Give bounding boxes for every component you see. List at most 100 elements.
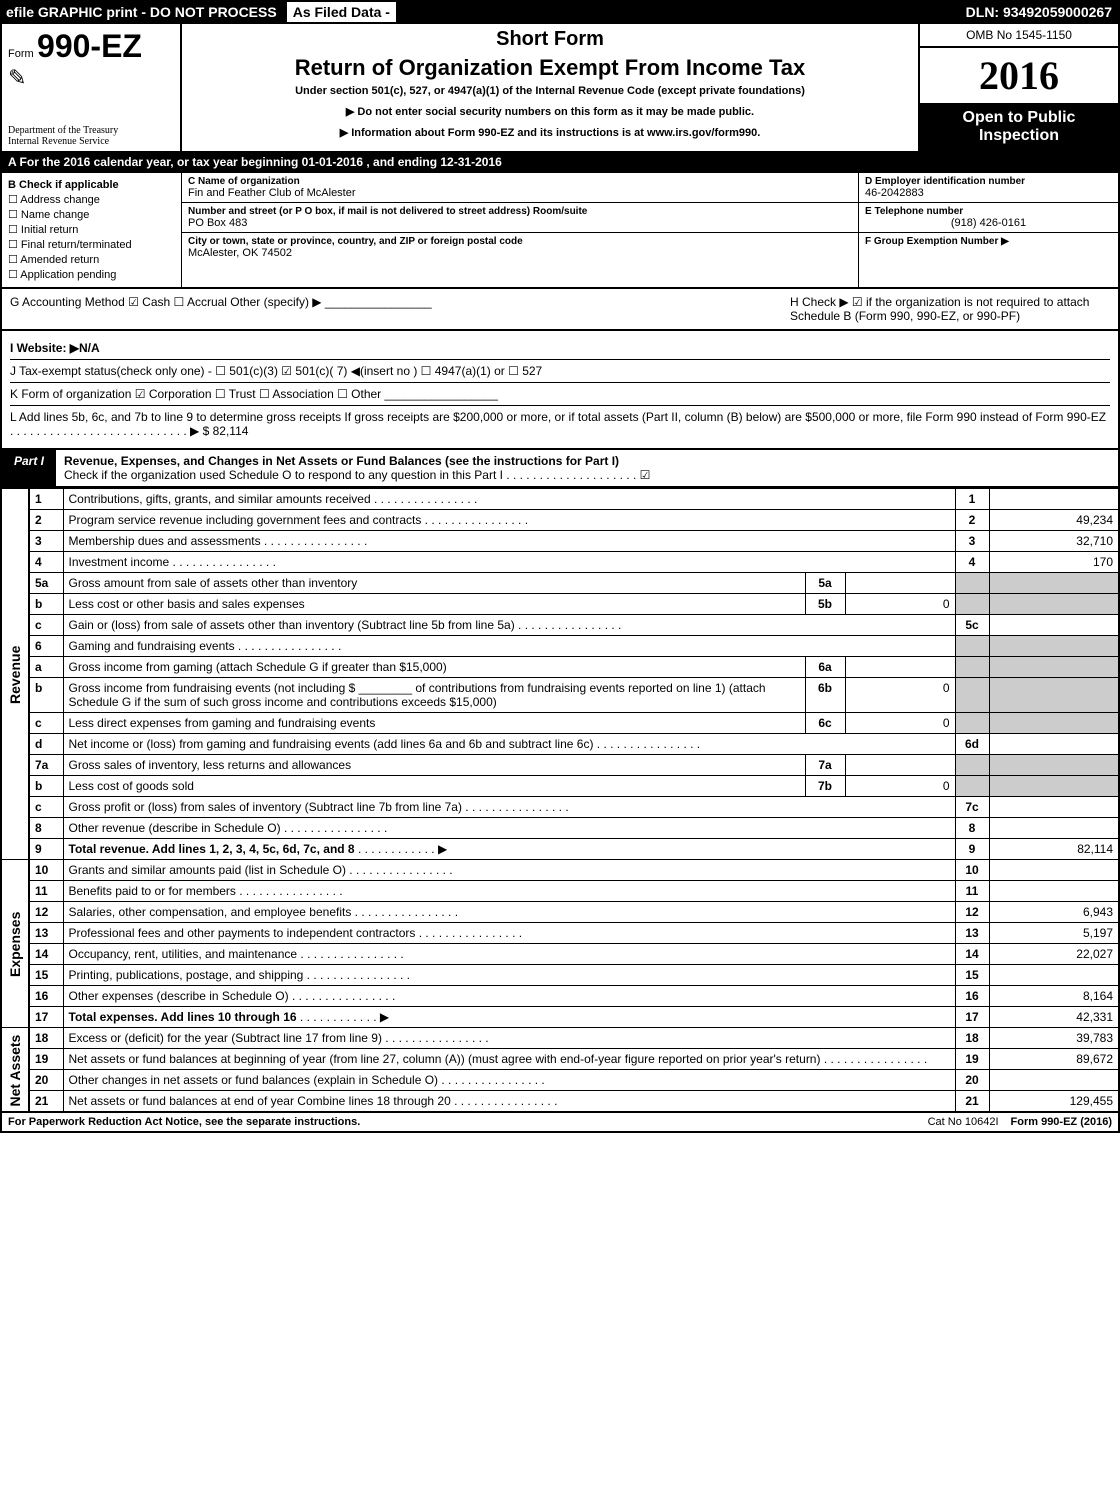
line-val	[989, 1070, 1119, 1091]
line-subval	[845, 755, 955, 776]
line-box: 19	[955, 1049, 989, 1070]
line-box	[955, 713, 989, 734]
b-item[interactable]: ☐ Name change	[8, 208, 175, 221]
org-name-cell: C Name of organization Fin and Feather C…	[182, 173, 858, 203]
line-subval: 0	[845, 678, 955, 713]
line-box: 13	[955, 923, 989, 944]
line-i-text: I Website: ▶N/A	[10, 341, 100, 355]
open-public: Open to Public Inspection	[920, 103, 1118, 151]
line-val	[989, 657, 1119, 678]
header-right: OMB No 1545-1150 2016 Open to Public Ins…	[918, 24, 1118, 151]
tel-val: (918) 426-0161	[865, 217, 1112, 229]
line-box: 18	[955, 1028, 989, 1049]
tel-lbl: E Telephone number	[865, 206, 1112, 217]
line-box: 6d	[955, 734, 989, 755]
b-item[interactable]: ☐ Final return/terminated	[8, 238, 175, 251]
treasury: Department of the Treasury Internal Reve…	[8, 125, 118, 147]
line-desc: Net assets or fund balances at end of ye…	[63, 1091, 955, 1113]
line-sub: 5b	[805, 594, 845, 615]
form-prefix: Form	[8, 48, 34, 60]
part1-title-text: Revenue, Expenses, and Changes in Net As…	[64, 454, 619, 468]
org-name-val: Fin and Feather Club of McAlester	[188, 187, 852, 199]
line-val: 129,455	[989, 1091, 1119, 1113]
open-2: Inspection	[922, 127, 1116, 145]
city-cell: City or town, state or province, country…	[182, 233, 858, 262]
b-item[interactable]: ☐ Address change	[8, 193, 175, 206]
line-desc: Total expenses. Add lines 10 through 16 …	[63, 1007, 955, 1028]
line-val: 39,783	[989, 1028, 1119, 1049]
line-desc: Gross amount from sale of assets other t…	[63, 573, 805, 594]
footer: For Paperwork Reduction Act Notice, see …	[0, 1113, 1120, 1133]
line-num: a	[29, 657, 63, 678]
line-box: 10	[955, 860, 989, 881]
line-num: 20	[29, 1070, 63, 1091]
short-form: Short Form	[190, 28, 910, 51]
b-item[interactable]: ☐ Initial return	[8, 223, 175, 236]
col-b-title: B Check if applicable	[8, 179, 175, 191]
line-box: 20	[955, 1070, 989, 1091]
line-desc: Investment income . . . . . . . . . . . …	[63, 552, 955, 573]
line-val: 49,234	[989, 510, 1119, 531]
line-desc: Gross income from fundraising events (no…	[63, 678, 805, 713]
line-desc: Gross income from gaming (attach Schedul…	[63, 657, 805, 678]
line-j: J Tax-exempt status(check only one) - ☐ …	[10, 359, 1110, 378]
line-desc: Gross profit or (loss) from sales of inv…	[63, 797, 955, 818]
instr-2-text: ▶ Information about Form 990-EZ and its …	[340, 127, 761, 139]
line-desc: Occupancy, rent, utilities, and maintena…	[63, 944, 955, 965]
return-title: Return of Organization Exempt From Incom…	[190, 55, 910, 81]
line-num: 17	[29, 1007, 63, 1028]
footer-mid: Cat No 10642I	[922, 1113, 1005, 1131]
part1-tag: Part I	[2, 450, 56, 486]
line-box	[955, 636, 989, 657]
line-box	[955, 657, 989, 678]
tel-cell: E Telephone number (918) 426-0161	[859, 203, 1118, 233]
line-val	[989, 713, 1119, 734]
line-num: 8	[29, 818, 63, 839]
line-num: b	[29, 678, 63, 713]
col-b: B Check if applicable ☐ Address change ☐…	[2, 173, 182, 287]
line-box: 9	[955, 839, 989, 860]
line-val	[989, 678, 1119, 713]
line-sub: 6b	[805, 678, 845, 713]
line-num: 21	[29, 1091, 63, 1113]
line-val	[989, 489, 1119, 510]
line-desc: Gross sales of inventory, less returns a…	[63, 755, 805, 776]
line-desc: Benefits paid to or for members . . . . …	[63, 881, 955, 902]
line-desc: Grants and similar amounts paid (list in…	[63, 860, 955, 881]
line-num: 5a	[29, 573, 63, 594]
line-num: 4	[29, 552, 63, 573]
line-box: 2	[955, 510, 989, 531]
line-box: 5c	[955, 615, 989, 636]
line-sub: 6c	[805, 713, 845, 734]
line-val: 32,710	[989, 531, 1119, 552]
line-val: 8,164	[989, 986, 1119, 1007]
subtitle: Under section 501(c), 527, or 4947(a)(1)…	[190, 85, 910, 97]
line-desc: Less direct expenses from gaming and fun…	[63, 713, 805, 734]
dln-label: DLN: 93492059000267	[958, 4, 1120, 20]
section-vlabel: Revenue	[1, 489, 29, 860]
line-num: 3	[29, 531, 63, 552]
ein-cell: D Employer identification number 46-2042…	[859, 173, 1118, 203]
line-k: K Form of organization ☑ Corporation ☐ T…	[10, 382, 1110, 401]
omb: OMB No 1545-1150	[920, 24, 1118, 48]
line-num: c	[29, 797, 63, 818]
line-g: G Accounting Method ☑ Cash ☐ Accrual Oth…	[10, 295, 790, 323]
line-box	[955, 594, 989, 615]
line-num: 2	[29, 510, 63, 531]
line-num: 10	[29, 860, 63, 881]
lines-table: Revenue1Contributions, gifts, grants, an…	[0, 488, 1120, 1113]
line-subval: 0	[845, 594, 955, 615]
line-num: 7a	[29, 755, 63, 776]
line-box	[955, 573, 989, 594]
tax-year: 2016	[920, 48, 1118, 103]
line-num: 12	[29, 902, 63, 923]
line-val: 5,197	[989, 923, 1119, 944]
line-desc: Contributions, gifts, grants, and simila…	[63, 489, 955, 510]
line-sub: 5a	[805, 573, 845, 594]
line-desc: Other changes in net assets or fund bala…	[63, 1070, 955, 1091]
city-val: McAlester, OK 74502	[188, 247, 852, 259]
b-item[interactable]: ☐ Application pending	[8, 268, 175, 281]
line-num: c	[29, 615, 63, 636]
b-item[interactable]: ☐ Amended return	[8, 253, 175, 266]
line-box: 16	[955, 986, 989, 1007]
